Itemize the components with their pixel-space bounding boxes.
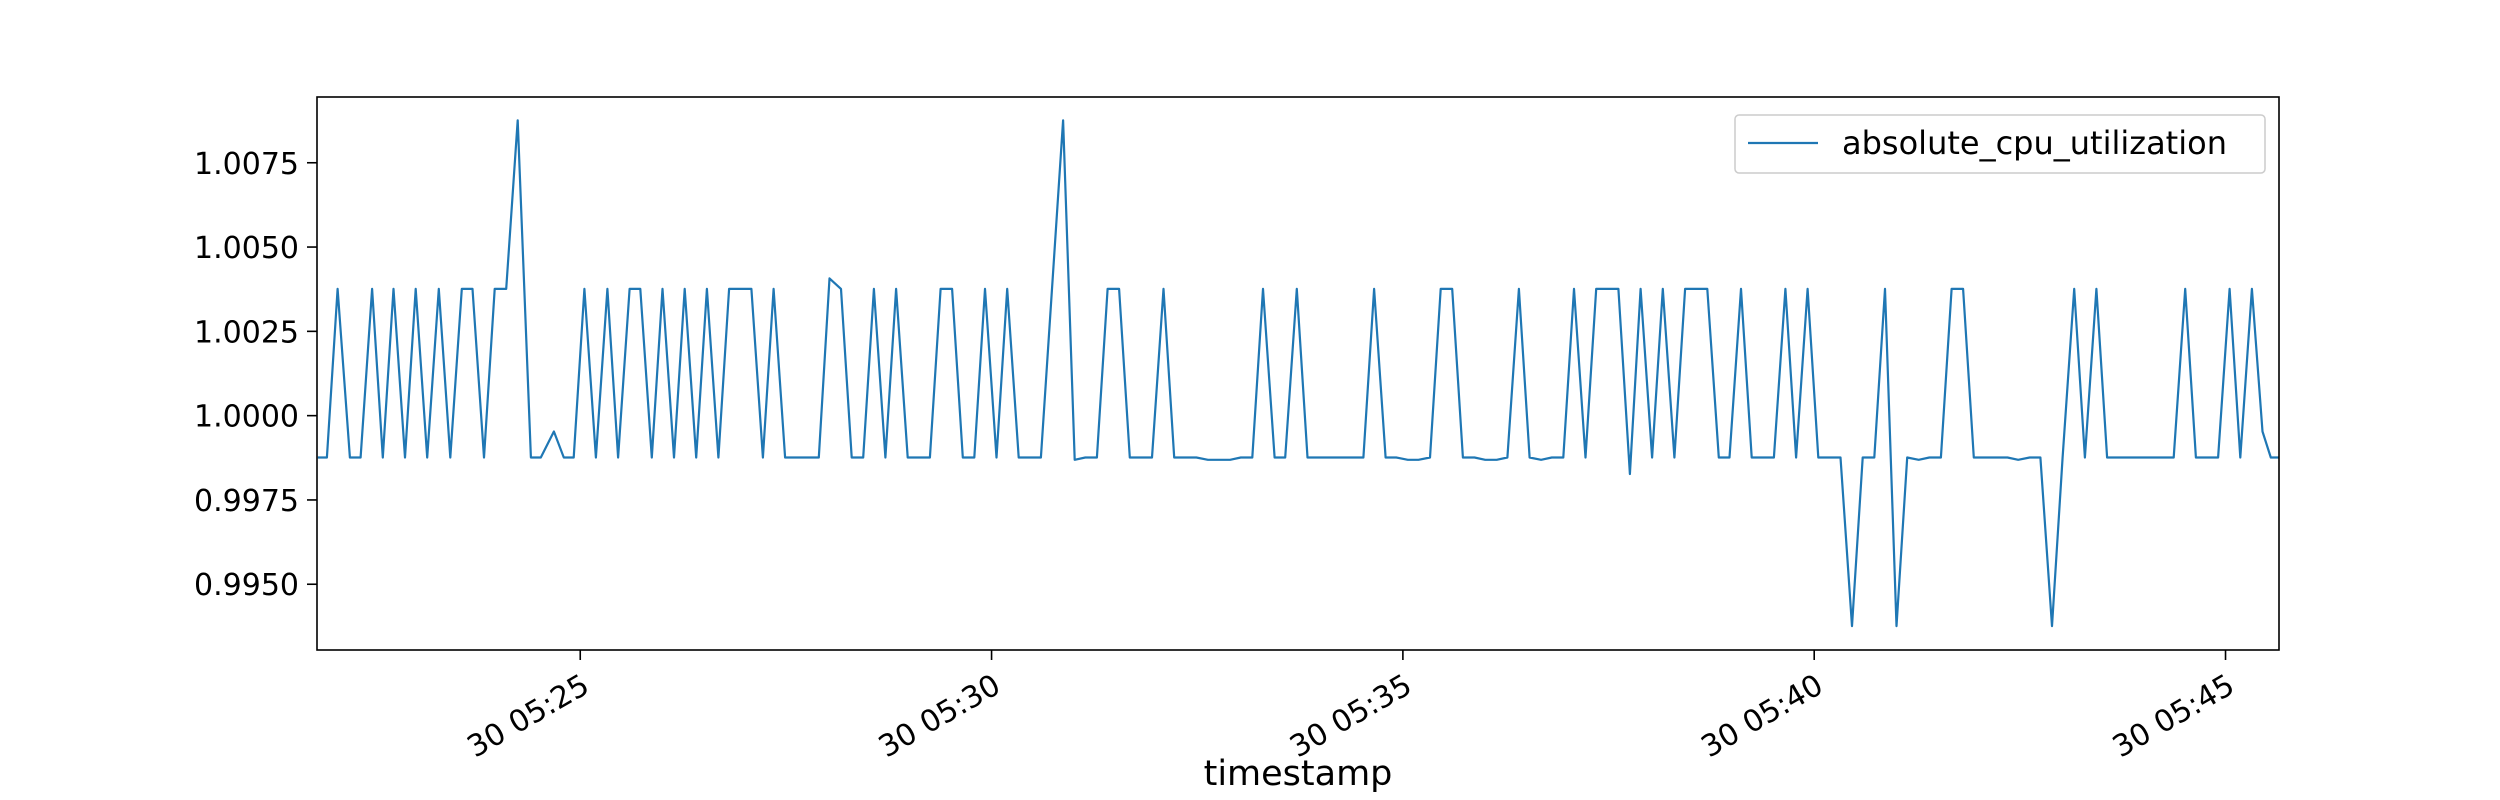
y-tick-label: 0.9975 [194, 484, 299, 519]
y-tick-label: 1.0050 [194, 231, 299, 266]
y-tick-label: 0.9950 [194, 568, 299, 603]
plot-area [317, 97, 2279, 650]
series-line-absolute-cpu-utilization [317, 119, 2279, 628]
y-axis: 0.9950 0.9975 1.0000 1.0025 1.0050 1.0075 [194, 147, 317, 603]
y-tick-label: 1.0000 [194, 400, 299, 435]
legend-label: absolute_cpu_utilization [1842, 124, 2227, 162]
plot-frame [316, 96, 2280, 651]
legend: absolute_cpu_utilization [1734, 114, 2266, 174]
x-axis-label: timestamp [1204, 754, 1393, 794]
legend-frame [1734, 114, 2266, 174]
y-tick-label: 1.0025 [194, 315, 299, 350]
y-tick-label: 1.0075 [194, 147, 299, 182]
